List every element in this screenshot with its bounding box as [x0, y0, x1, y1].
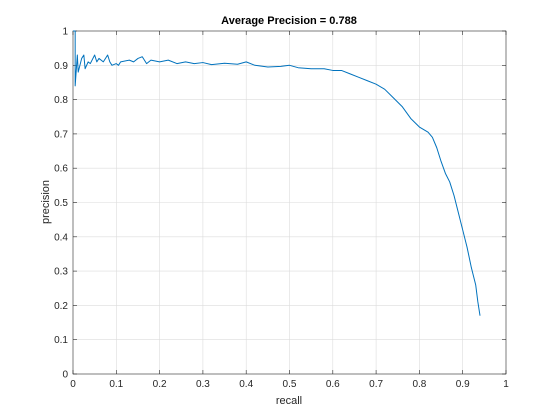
x-tick-label: 0: [70, 379, 76, 390]
precision-recall-line: [73, 30, 481, 316]
x-tick-label: 0.1: [109, 379, 123, 390]
x-tick-label: 0.3: [196, 379, 210, 390]
y-tick-label: 0: [62, 370, 68, 381]
series-layer: [73, 30, 481, 316]
y-tick-label: 1: [62, 27, 68, 38]
x-tick-label: 0.2: [153, 379, 167, 390]
y-tick-label: 0.9: [54, 61, 68, 72]
y-tick-label: 0.6: [54, 164, 68, 175]
x-tick-label: 0.9: [456, 379, 470, 390]
y-tick-label: 0.3: [54, 267, 68, 278]
chart-title: Average Precision = 0.788: [221, 15, 357, 27]
x-tick-label: 0.8: [412, 379, 426, 390]
x-tick-label: 0.5: [283, 379, 297, 390]
axis-ticks: 0 0.1 0.2 0.3 0.4 0.5 0.6 0.7 0.8 0.9 1 0 0.1 0.2 0.3 0…: [54, 27, 509, 391]
y-axis-title: precision: [40, 180, 52, 224]
y-tick-label: 0.1: [54, 335, 68, 346]
y-tick-label: 0.8: [54, 95, 68, 106]
x-tick-label: 0.6: [326, 379, 340, 390]
x-tick-label: 0.4: [239, 379, 253, 390]
x-axis-title: recall: [276, 395, 302, 407]
x-tick-label: 1: [503, 379, 509, 390]
x-tick-label: 0.7: [369, 379, 383, 390]
y-tick-label: 0.5: [54, 198, 68, 209]
grid-lines: [73, 31, 506, 374]
y-tick-label: 0.7: [54, 129, 68, 140]
y-tick-label: 0.2: [54, 301, 68, 312]
y-tick-label: 0.4: [54, 232, 68, 243]
